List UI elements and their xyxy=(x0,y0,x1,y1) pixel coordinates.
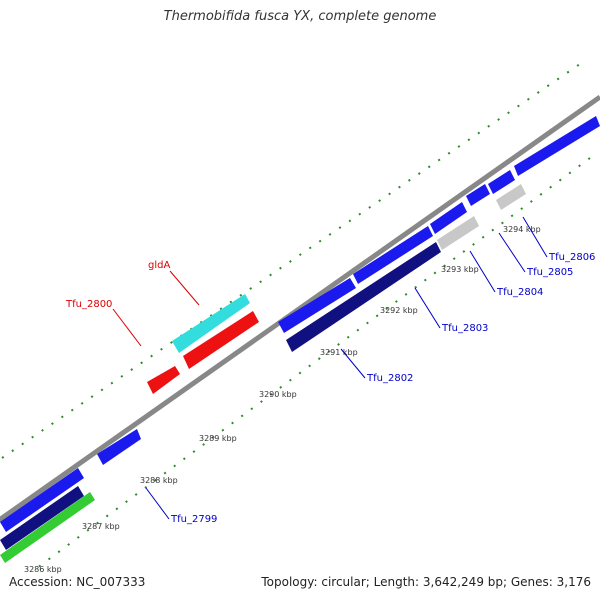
leader-line-tfu2799 xyxy=(145,487,170,520)
tick-label: 3286 kbp xyxy=(24,565,62,574)
tick-label: 3293 kbp xyxy=(441,265,479,274)
gene-label-tfu2806: Tfu_2806 xyxy=(548,252,595,263)
gene-label-tfu2802: Tfu_2802 xyxy=(366,373,413,384)
tick-label: 3292 kbp xyxy=(380,306,418,315)
gene-arrow-tfu2799 xyxy=(97,429,141,465)
gene-arrow-tfu2802-lower xyxy=(286,242,441,352)
leader-line-tfu2805 xyxy=(498,232,526,273)
gene-label-tfu2803: Tfu_2803 xyxy=(441,323,488,334)
gene-arrow-green xyxy=(0,492,95,563)
leader-line-tfu2803 xyxy=(414,287,441,329)
genome-summary: Topology: circular; Length: 3,642,249 bp… xyxy=(261,575,591,589)
gene-arrow-gldA-cyan xyxy=(172,294,250,353)
gene-arrow-lower-dark xyxy=(0,486,84,550)
gene-arrow-tfu2803 xyxy=(353,226,433,284)
accession-text: Accession: NC_007333 xyxy=(9,575,146,589)
gene-arrow-tfu2806 xyxy=(514,116,600,176)
leader-line-tfu2802 xyxy=(340,348,366,379)
inner-tick-ring xyxy=(32,157,591,570)
tick-label: 3290 kbp xyxy=(259,390,297,399)
leader-line-gldA xyxy=(169,270,200,306)
gene-label-tfu2805: Tfu_2805 xyxy=(526,267,573,278)
gene-arrow-tfu2805-blue xyxy=(466,184,490,206)
gene-arrow-tfu2804-blue xyxy=(430,202,467,234)
gene-label-tfu2804: Tfu_2804 xyxy=(496,287,543,298)
gene-label-gldA: gldA xyxy=(148,260,170,271)
tick-label: 3294 kbp xyxy=(503,225,541,234)
gene-label-tfu2800: Tfu_2800 xyxy=(65,299,112,310)
tick-label: 3291 kbp xyxy=(320,348,358,357)
outer-tick-ring xyxy=(1,63,581,459)
gene-arrow-gldA-red xyxy=(183,311,259,369)
gene-arrow-tfu2805-grey xyxy=(496,184,526,210)
gene-arrow-tfu2802-upper xyxy=(278,278,356,333)
leader-line-tfu2800 xyxy=(112,308,142,347)
tick-label: 3289 kbp xyxy=(199,434,237,443)
tick-label: 3288 kbp xyxy=(140,476,178,485)
gene-arrow-tfu2800 xyxy=(147,366,180,394)
tick-label: 3287 kbp xyxy=(82,522,120,531)
leader-line-tfu2806 xyxy=(522,216,548,258)
gene-arrow-tfu2804-grey xyxy=(437,216,479,250)
map-title: Thermobifida fusca YX, complete genome xyxy=(163,9,437,24)
gene-label-tfu2799: Tfu_2799 xyxy=(170,514,217,525)
gene-arrow-tfu2801-upper xyxy=(0,468,84,532)
leader-line-tfu2804 xyxy=(469,250,496,293)
genome-backbone xyxy=(0,94,600,523)
gene-arrow-tfu2806-small xyxy=(488,170,515,194)
